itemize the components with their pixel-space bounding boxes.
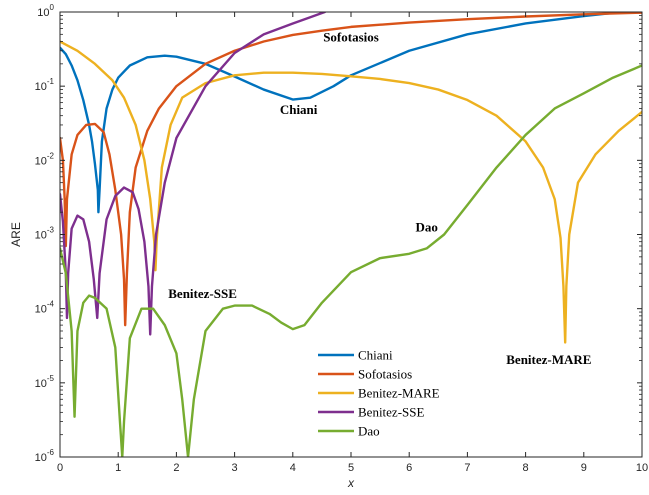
x-tick-label: 10 <box>636 462 648 474</box>
x-tick-label: 6 <box>406 462 412 474</box>
y-axis-label: ARE <box>9 222 23 247</box>
legend: Chiani Sofotasios Benitez-MARE Benitez-SSE D… <box>312 344 482 445</box>
y-tick-label: 100 <box>37 3 54 19</box>
annotation-benitez-sse: Benitez-SSE <box>168 286 237 301</box>
legend-label: Benitez-MARE <box>358 386 440 401</box>
annotation-benitez-mare: Benitez-MARE <box>506 352 591 367</box>
series-line-benitez-sse <box>60 12 327 336</box>
x-tick-label: 4 <box>290 462 296 474</box>
y-tick-exponent: -2 <box>47 151 55 160</box>
y-tick-base: 10 <box>35 81 47 93</box>
x-tick-label: 8 <box>523 462 529 474</box>
y-tick-label: 10-5 <box>35 374 55 390</box>
y-tick-label: 10-4 <box>35 300 55 316</box>
annotation-sofotasios: Sofotasios <box>323 30 379 45</box>
y-tick-base: 10 <box>35 452 47 464</box>
y-tick-base: 10 <box>35 304 47 316</box>
legend-label: Benitez-SSE <box>358 405 424 420</box>
legend-label: Chiani <box>358 348 393 363</box>
legend-box <box>312 344 482 445</box>
y-tick-exponent: -3 <box>47 226 55 235</box>
annotations-layer: Sofotasios Chiani Dao Benitez-SSE Benitez-MA… <box>168 30 591 367</box>
series-line-chiani <box>60 12 642 214</box>
x-tick-label: 1 <box>115 462 121 474</box>
x-tick-label: 7 <box>464 462 470 474</box>
series-layer <box>60 12 642 457</box>
y-tick-label: 10-2 <box>35 151 55 167</box>
x-tick-label: 3 <box>232 462 238 474</box>
y-tick-label: 10-3 <box>35 226 55 242</box>
series-line-sofotasios <box>60 12 642 327</box>
annotation-dao: Dao <box>415 219 437 234</box>
annotation-chiani: Chiani <box>280 102 318 117</box>
y-tick-exponent: -4 <box>47 300 55 309</box>
y-tick-exponent: -1 <box>47 77 55 86</box>
y-tick-label: 10-6 <box>35 448 55 464</box>
legend-label: Sofotasios <box>358 367 412 382</box>
y-tick-base: 10 <box>35 378 47 390</box>
x-tick-label: 5 <box>348 462 354 474</box>
y-tick-label: 10-1 <box>35 77 55 93</box>
x-tick-label: 9 <box>581 462 587 474</box>
series-line-benitez-mare <box>60 40 642 344</box>
legend-label: Dao <box>358 424 380 439</box>
y-tick-exponent: -6 <box>47 448 55 457</box>
series-line-dao <box>60 64 642 457</box>
y-tick-base: 10 <box>37 7 49 19</box>
y-tick-exponent: -5 <box>47 374 55 383</box>
y-tick-exponent: 0 <box>50 3 55 12</box>
x-tick-label: 2 <box>173 462 179 474</box>
y-tick-base: 10 <box>35 155 47 167</box>
x-axis-label: x <box>347 476 355 490</box>
x-tick-label: 0 <box>57 462 63 474</box>
y-tick-base: 10 <box>35 230 47 242</box>
